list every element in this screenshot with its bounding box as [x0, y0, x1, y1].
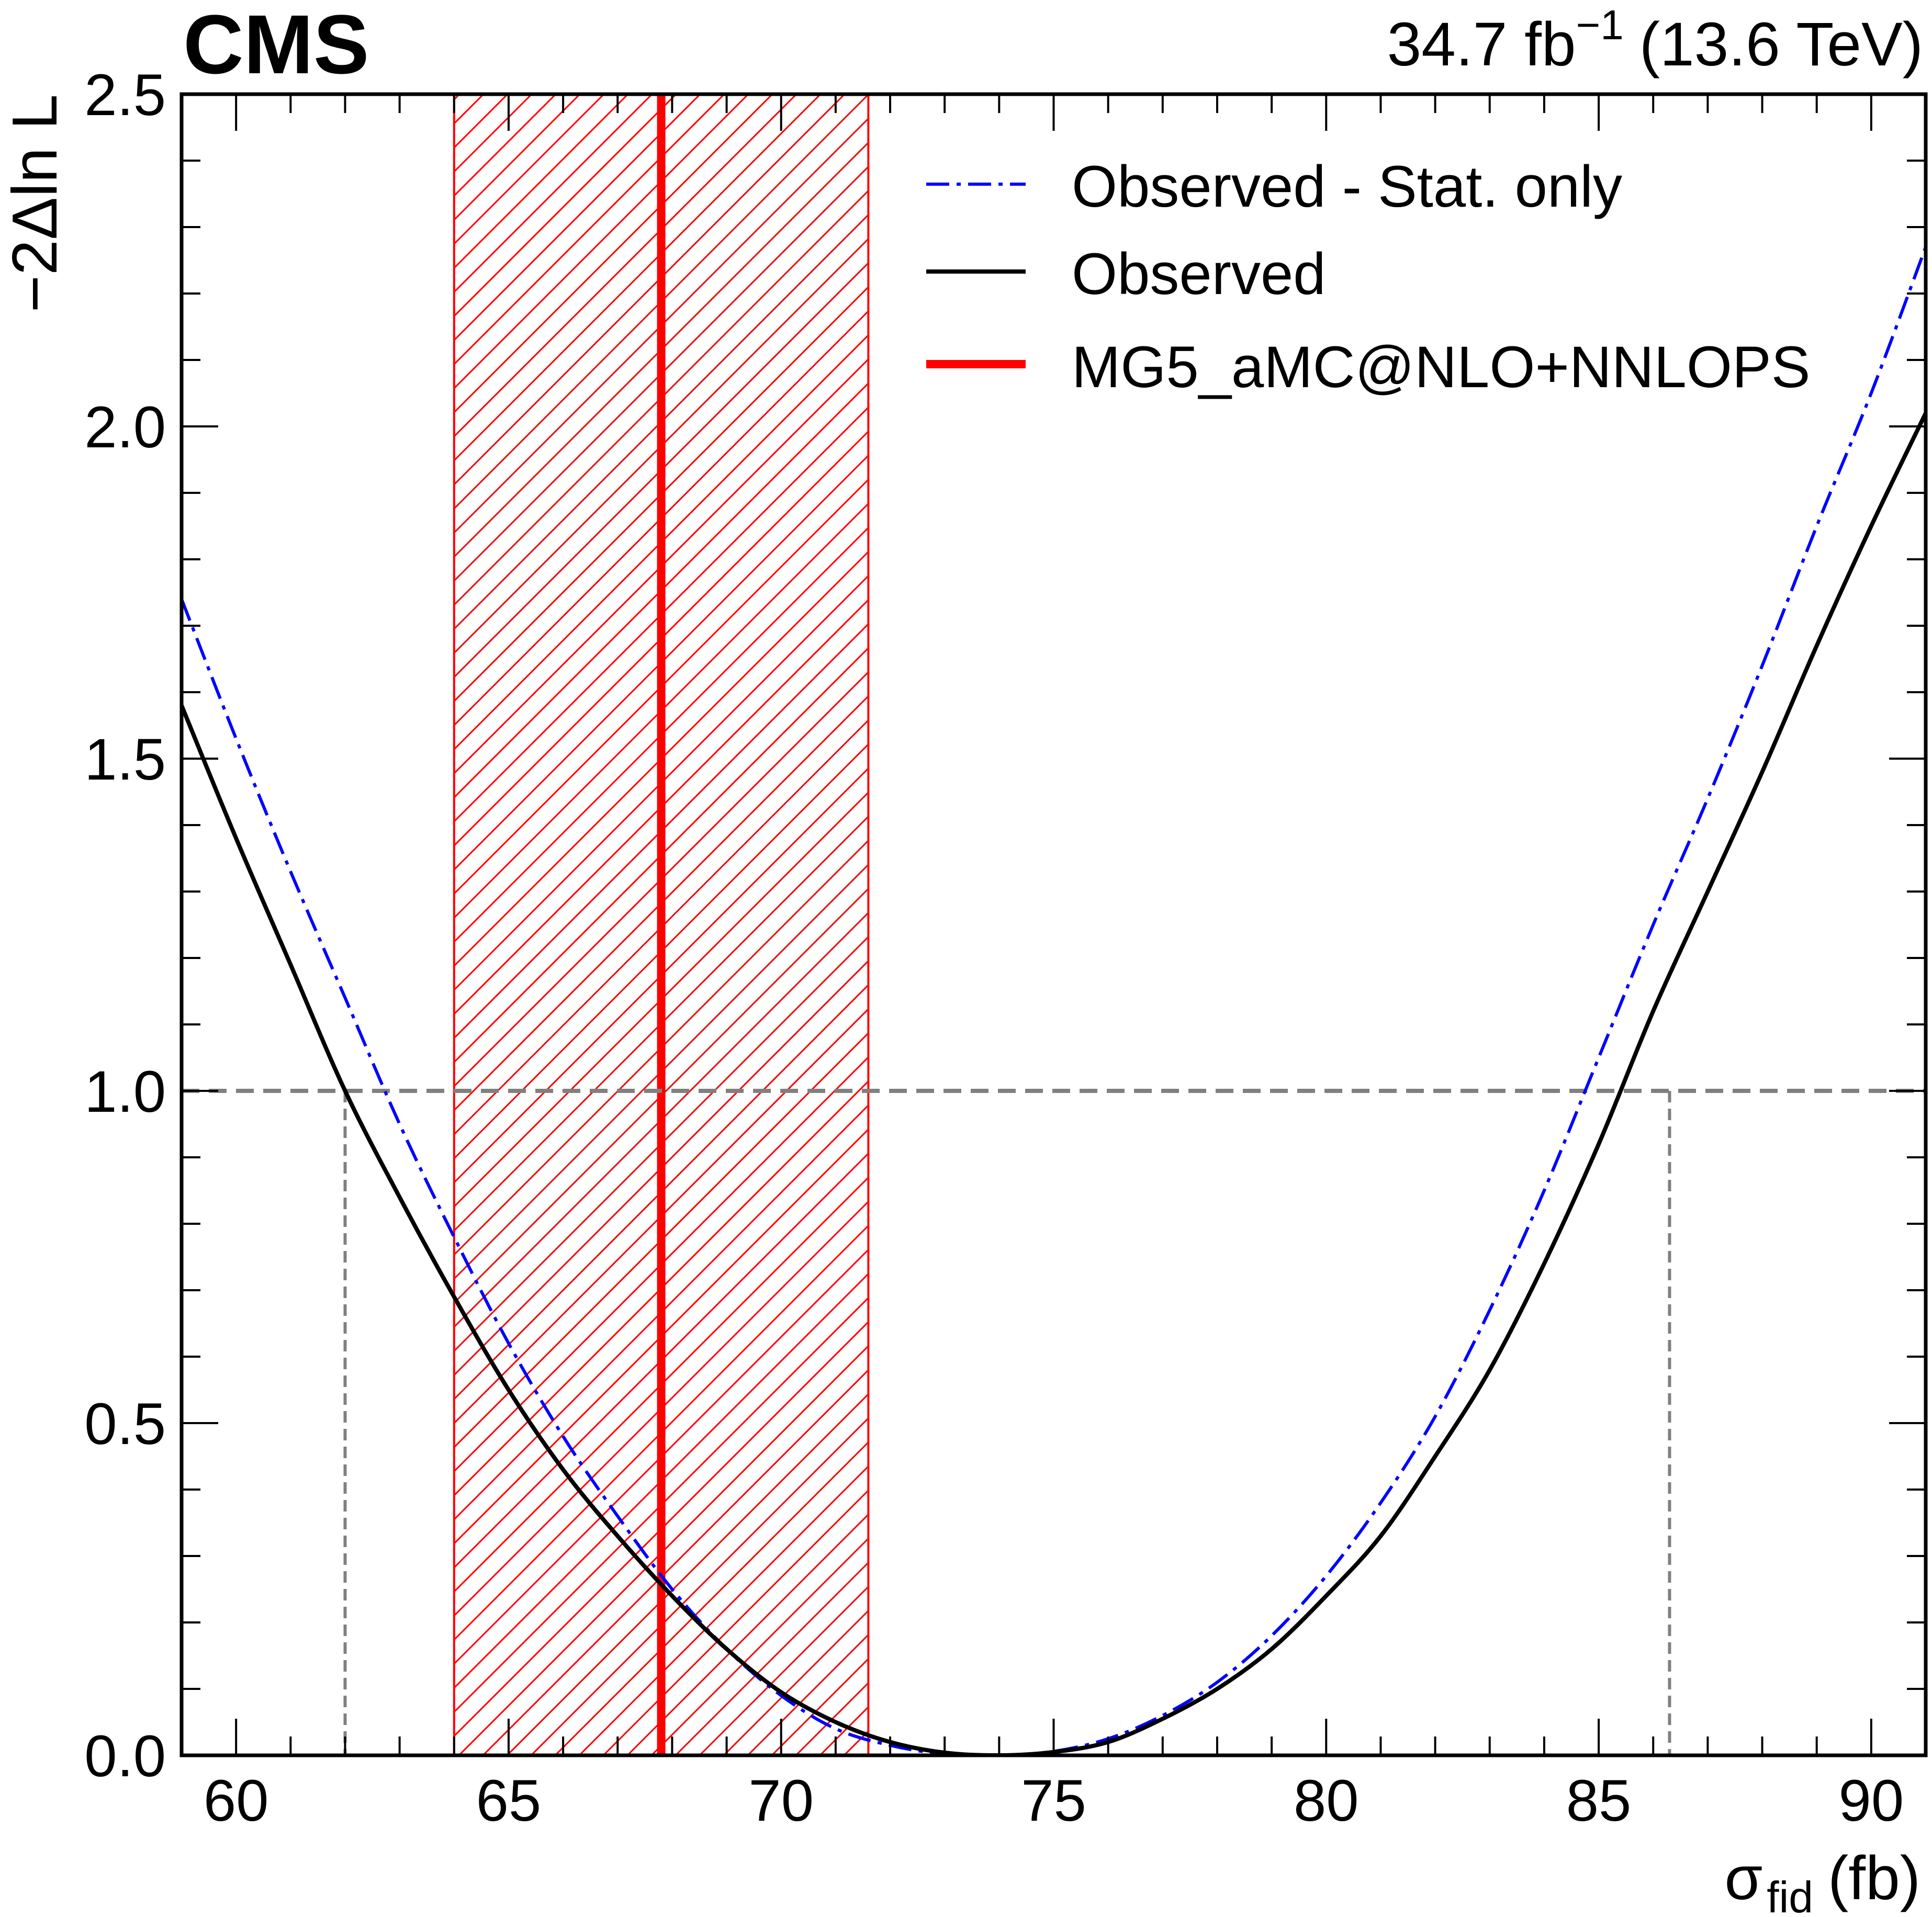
x-axis-subscript: fid [1767, 1873, 1813, 1917]
curve-stat-only [182, 246, 1926, 1755]
x-tick-label-90: 90 [1839, 1768, 1904, 1833]
lumi-prefix: 34.7 fb [1387, 10, 1576, 79]
x-axis-unit: (fb) [1828, 1844, 1920, 1913]
x-tick-label-85: 85 [1566, 1768, 1632, 1833]
y-axis-title: −2Δln L [0, 94, 70, 312]
legend-label-prediction: MG5_aMC@NLO+NNLOPS [1072, 334, 1810, 400]
x-tick-label-80: 80 [1294, 1768, 1359, 1833]
legend-label-stat-only: Observed - Stat. only [1072, 154, 1622, 219]
x-axis-symbol: σ [1724, 1844, 1762, 1913]
x-tick-label-75: 75 [1021, 1768, 1086, 1833]
y-tick-label-5: 2.5 [84, 62, 166, 128]
x-tick-label-70: 70 [748, 1768, 814, 1833]
y-tick-label-0: 0.0 [84, 1723, 166, 1789]
y-tick-label-1: 0.5 [84, 1391, 166, 1457]
x-tick-label-60: 60 [204, 1768, 269, 1833]
y-tick-label-2: 1.0 [84, 1059, 166, 1124]
legend-label-observed: Observed [1072, 241, 1326, 307]
y-tick-label-3: 1.5 [84, 727, 166, 792]
lumi-exponent: −1 [1576, 2, 1624, 48]
legend: Observed - Stat. only Observed MG5_aMC@N… [926, 154, 1810, 400]
curve-observed [182, 412, 1926, 1755]
x-tick-label-65: 65 [476, 1768, 542, 1833]
lumi-label: 34.7 fb−1 (13.6 TeV) [1387, 2, 1923, 79]
experiment-label: CMS [183, 0, 369, 91]
lumi-suffix: (13.6 TeV) [1639, 10, 1923, 79]
y-tick-label-4: 2.0 [84, 394, 166, 460]
x-axis-title: σfid (fb) [1724, 1844, 1920, 1917]
